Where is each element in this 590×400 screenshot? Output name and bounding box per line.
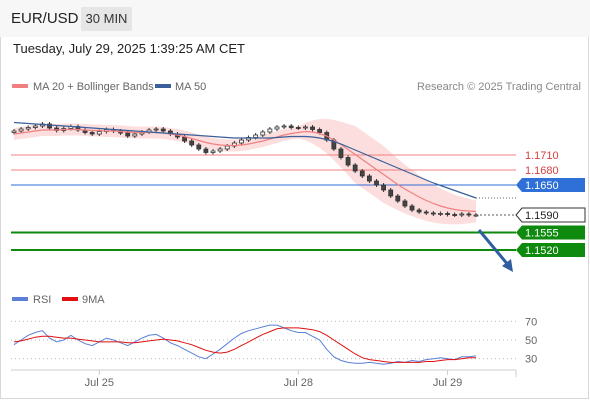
candle-body bbox=[466, 213, 472, 216]
support-label: 1.1555 bbox=[525, 228, 559, 240]
candle-body bbox=[182, 136, 187, 142]
level-labels: 1.1710 1.1680 1.1650 1.1590 1.1555 1.1520 bbox=[515, 150, 586, 257]
header-bar: EUR/USD 30 MIN bbox=[0, 0, 590, 37]
rsi-tick-label: 70 bbox=[525, 316, 537, 328]
credit-text: Research © 2025 Trading Central bbox=[417, 81, 581, 93]
x-tick-label: Jul 28 bbox=[284, 377, 313, 389]
chart-datetime: Tuesday, July 29, 2025 1:39:25 AM CET bbox=[13, 41, 245, 56]
legend-ma20: MA 20 + Bollinger Bands bbox=[33, 81, 154, 93]
candle-body bbox=[11, 130, 17, 133]
candle-body bbox=[153, 128, 159, 131]
candle-body bbox=[267, 128, 273, 133]
candle-body bbox=[210, 150, 216, 153]
candle-body bbox=[25, 127, 31, 130]
candle-body bbox=[281, 125, 287, 128]
candle-body bbox=[196, 144, 202, 150]
candle-body bbox=[125, 132, 131, 137]
candle-body bbox=[409, 205, 415, 211]
candle-body bbox=[288, 125, 294, 128]
candle-body bbox=[452, 214, 458, 216]
candle-body bbox=[253, 134, 259, 138]
rsi-tick-label: 50 bbox=[525, 335, 537, 347]
candle-body bbox=[445, 213, 450, 215]
legend-ma50: MA 50 bbox=[175, 81, 206, 93]
candle-body bbox=[189, 140, 195, 146]
candle-body bbox=[224, 145, 230, 150]
candle-body bbox=[32, 125, 38, 128]
candle-body bbox=[366, 175, 372, 182]
support-badge bbox=[516, 243, 585, 257]
rsi-line bbox=[13, 324, 477, 365]
candle-body bbox=[239, 139, 244, 144]
candle-body bbox=[473, 214, 479, 217]
support-label: 1.1520 bbox=[525, 245, 559, 257]
legend-9ma: 9MA bbox=[82, 294, 105, 306]
candle-body bbox=[18, 128, 24, 132]
candle-body bbox=[303, 126, 308, 129]
last-price-badge bbox=[515, 207, 586, 223]
candle-body bbox=[388, 189, 394, 197]
candle-body bbox=[374, 180, 379, 186]
candle-body bbox=[260, 131, 266, 136]
legend-rsi: RSI bbox=[33, 294, 51, 306]
candle-body bbox=[459, 213, 465, 216]
support-badge bbox=[516, 225, 585, 240]
rsi-ma-line bbox=[13, 327, 476, 363]
x-ticks: Jul 25 Jul 28 Jul 29 bbox=[85, 370, 462, 389]
candle-body bbox=[352, 164, 358, 172]
forecast-arrow bbox=[477, 229, 511, 267]
resistance-label: 1.1680 bbox=[525, 165, 559, 177]
candle-body bbox=[96, 131, 102, 135]
timeframe-badge[interactable]: 30 MIN bbox=[81, 7, 132, 31]
x-tick-label: Jul 25 bbox=[85, 377, 114, 389]
candle-body bbox=[381, 184, 387, 191]
candle-body bbox=[359, 170, 365, 177]
candle-body bbox=[89, 132, 95, 135]
bollinger-bands bbox=[14, 118, 476, 225]
price-levels bbox=[11, 154, 516, 251]
ma20-line bbox=[13, 128, 477, 213]
candle-body bbox=[274, 126, 280, 130]
candle-body bbox=[416, 209, 422, 213]
forecast-arrow-head bbox=[502, 259, 513, 272]
candle-body bbox=[217, 148, 223, 152]
last-price-label: 1.1590 bbox=[525, 210, 559, 222]
candle-body bbox=[338, 148, 344, 158]
candle-body bbox=[203, 148, 209, 153]
rsi-lines bbox=[13, 324, 477, 365]
candle-body bbox=[310, 126, 315, 130]
pivot-badge bbox=[516, 178, 585, 192]
candle-body bbox=[438, 213, 443, 215]
candle-body bbox=[47, 123, 52, 129]
candle-body bbox=[430, 212, 436, 215]
ma50-line bbox=[13, 121, 477, 199]
candle-body bbox=[317, 129, 323, 133]
candle-body bbox=[402, 200, 408, 207]
x-tick-label: Jul 29 bbox=[433, 377, 462, 389]
bollinger-band-area bbox=[14, 118, 476, 225]
symbol-label: EUR/USD bbox=[11, 10, 79, 27]
rsi-tick-label: 30 bbox=[525, 354, 537, 366]
candle-body bbox=[160, 128, 166, 132]
pivot-label: 1.1650 bbox=[525, 180, 559, 192]
moving-averages bbox=[13, 121, 477, 213]
resistance-label: 1.1710 bbox=[525, 150, 559, 162]
candle-body bbox=[423, 211, 429, 214]
candle-body bbox=[295, 127, 301, 129]
candle-body bbox=[345, 157, 351, 166]
candle-body bbox=[395, 195, 401, 202]
candle-body bbox=[132, 133, 138, 137]
